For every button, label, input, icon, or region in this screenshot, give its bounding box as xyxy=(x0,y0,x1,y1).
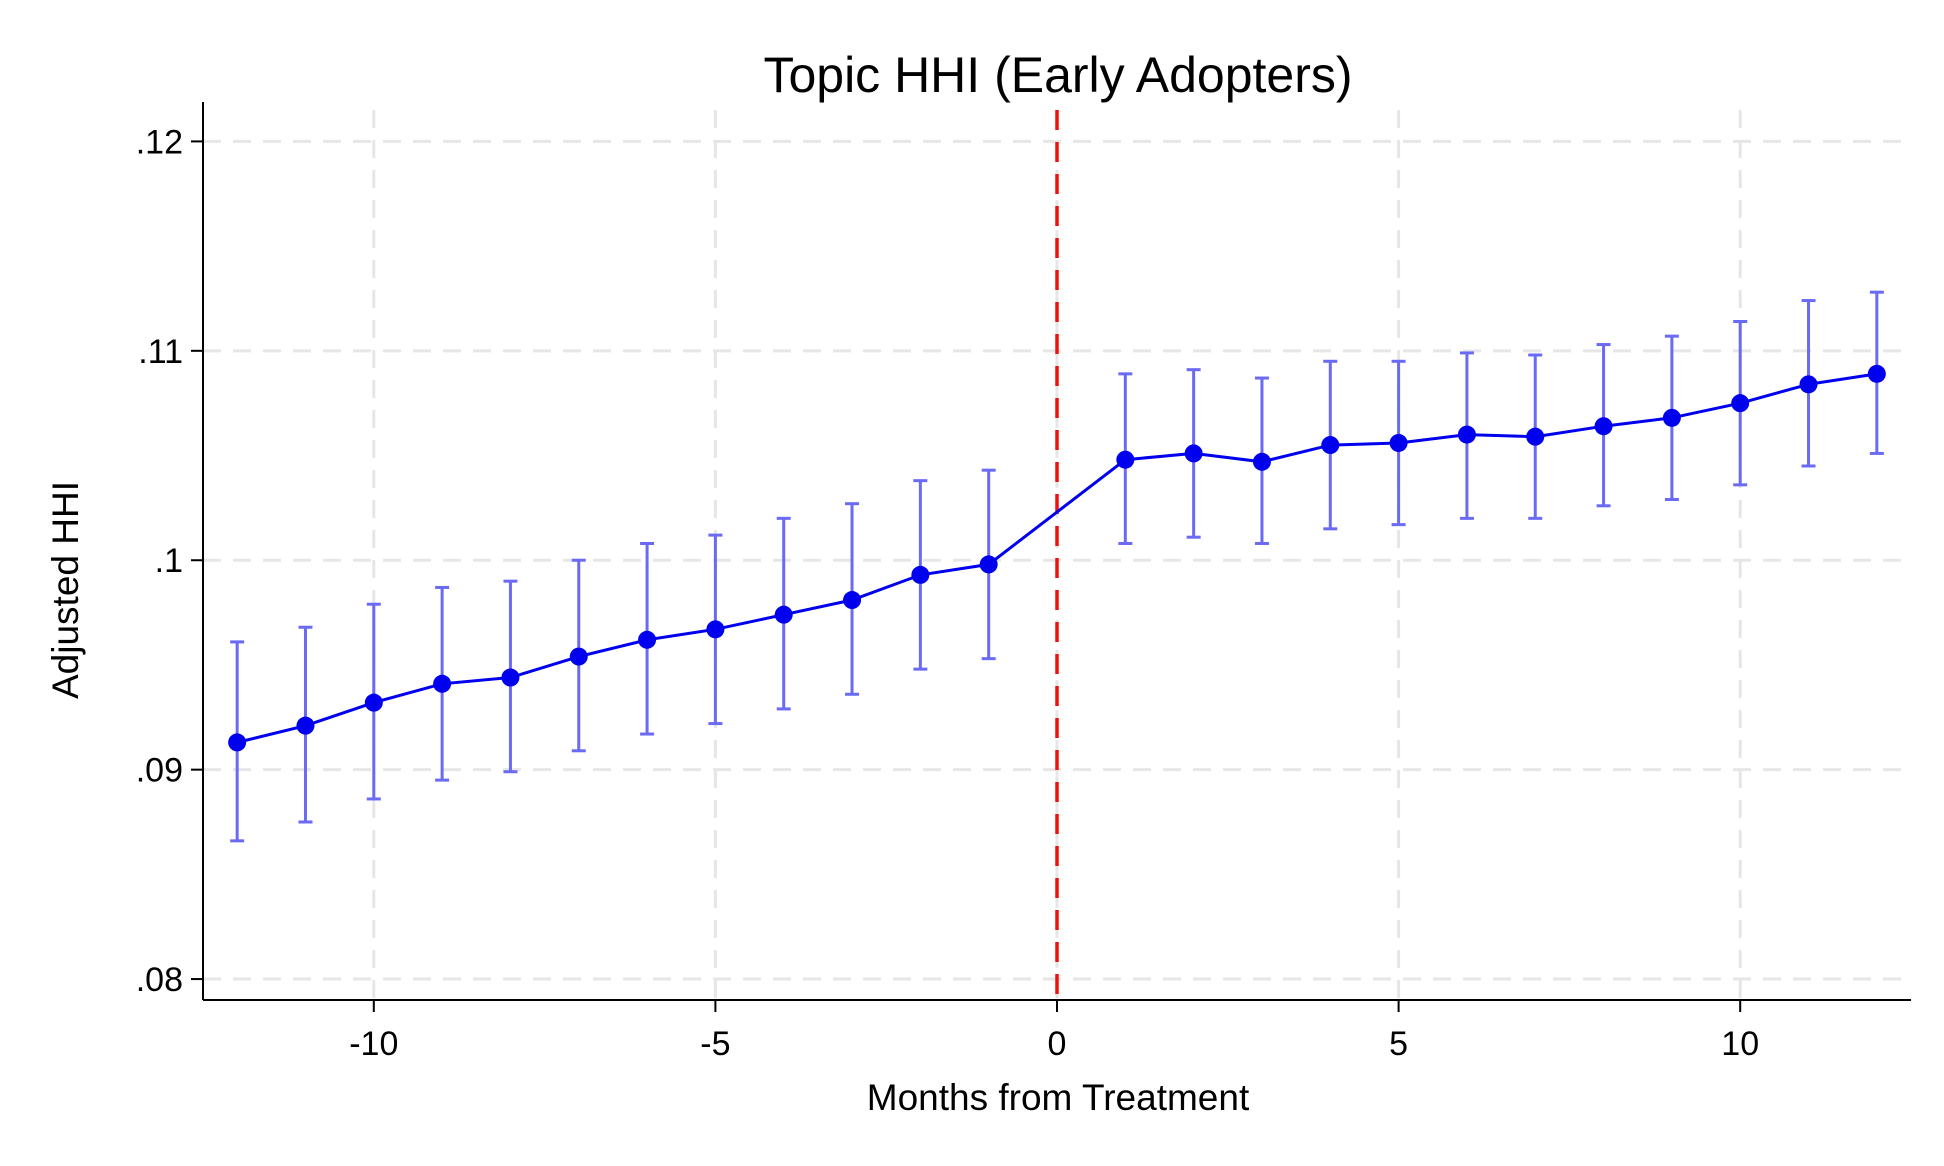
data-point xyxy=(1184,444,1203,463)
chart-title: Topic HHI (Early Adopters) xyxy=(763,47,1352,103)
data-point xyxy=(569,647,588,666)
data-point xyxy=(1594,417,1613,436)
data-point xyxy=(1867,364,1886,383)
y-tick-label: .09 xyxy=(136,752,183,790)
data-point xyxy=(433,674,452,693)
data-point xyxy=(1731,394,1750,413)
data-point xyxy=(706,620,725,639)
data-point xyxy=(1252,452,1271,471)
data-point xyxy=(979,555,998,574)
data-point xyxy=(228,733,247,752)
data-point xyxy=(911,565,930,584)
y-tick-label: .1 xyxy=(155,542,183,580)
data-point xyxy=(364,693,383,712)
x-tick-label: 10 xyxy=(1721,1025,1759,1063)
axes: .08 .09 .1 .11 .12 -10 -5 0 5 10 xyxy=(136,102,1911,1063)
data-point xyxy=(1116,450,1135,469)
y-tick-label: .11 xyxy=(138,333,183,371)
data-point xyxy=(1389,433,1408,452)
estimate-points xyxy=(228,364,1886,752)
x-axis-title: Months from Treatment xyxy=(867,1077,1250,1118)
data-point xyxy=(1457,425,1476,444)
x-tick-label: -5 xyxy=(700,1025,730,1063)
x-tick-label: 5 xyxy=(1389,1025,1408,1063)
y-axis-title: Adjusted HHI xyxy=(45,481,86,699)
data-point xyxy=(843,591,862,610)
data-point xyxy=(774,605,793,624)
y-tick-label: .12 xyxy=(136,123,183,161)
series-line xyxy=(236,372,1878,744)
data-point xyxy=(1662,408,1681,427)
estimate-line xyxy=(236,372,1878,744)
x-tick-label: -10 xyxy=(349,1025,398,1063)
data-point xyxy=(296,716,315,735)
data-point xyxy=(501,668,520,687)
y-tick-label: .08 xyxy=(136,961,183,999)
data-point xyxy=(638,630,657,649)
x-tick-label: 0 xyxy=(1048,1025,1067,1063)
data-point xyxy=(1321,436,1340,455)
data-point xyxy=(1526,427,1545,446)
data-point xyxy=(1799,375,1818,394)
